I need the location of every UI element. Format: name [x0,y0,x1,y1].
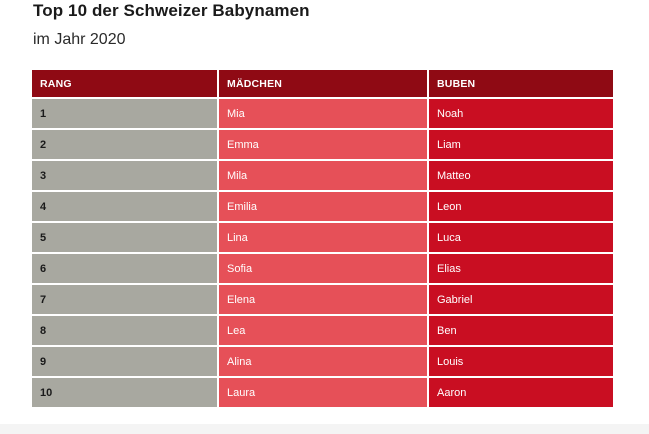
girl-name-cell: Laura [218,377,429,409]
girl-name-cell: Mila [218,160,429,192]
rank-cell: 9 [32,346,219,378]
rank-cell: 2 [32,129,219,161]
column-header-rank: RANG [32,70,219,99]
boy-name-cell: Ben [428,315,613,347]
boy-name-cell: Elias [428,253,613,285]
table-row: 4 Emilia Leon [32,191,613,223]
boy-name-cell: Luca [428,222,613,254]
girl-name-cell: Elena [218,284,429,316]
boy-name-cell: Leon [428,191,613,223]
table-header-row: RANG MÄDCHEN BUBEN [32,70,613,99]
table-row: 6 Sofia Elias [32,253,613,285]
table-row: 1 Mia Noah [32,98,613,130]
column-header-girls: MÄDCHEN [218,70,429,99]
girl-name-cell: Lina [218,222,429,254]
girl-name-cell: Mia [218,98,429,130]
boy-name-cell: Aaron [428,377,613,409]
rank-cell: 3 [32,160,219,192]
rank-cell: 5 [32,222,219,254]
babynames-table: RANG MÄDCHEN BUBEN 1 Mia Noah 2 Emma Lia… [32,70,613,409]
girl-name-cell: Emilia [218,191,429,223]
rank-cell: 4 [32,191,219,223]
boy-name-cell: Gabriel [428,284,613,316]
rank-cell: 10 [32,377,219,409]
rank-cell: 8 [32,315,219,347]
boy-name-cell: Matteo [428,160,613,192]
page-subtitle: im Jahr 2020 [33,31,126,48]
boy-name-cell: Liam [428,129,613,161]
girl-name-cell: Lea [218,315,429,347]
table-row: 9 Alina Louis [32,346,613,378]
table-row: 7 Elena Gabriel [32,284,613,316]
girl-name-cell: Emma [218,129,429,161]
table-row: 3 Mila Matteo [32,160,613,192]
girl-name-cell: Alina [218,346,429,378]
table-row: 2 Emma Liam [32,129,613,161]
table-row: 10 Laura Aaron [32,377,613,409]
table-row: 8 Lea Ben [32,315,613,347]
table-row: 5 Lina Luca [32,222,613,254]
boy-name-cell: Noah [428,98,613,130]
rank-cell: 1 [32,98,219,130]
rank-cell: 7 [32,284,219,316]
bottom-divider [0,424,649,434]
page-title: Top 10 der Schweizer Babynamen [33,1,310,20]
column-header-boys: BUBEN [428,70,613,99]
girl-name-cell: Sofia [218,253,429,285]
rank-cell: 6 [32,253,219,285]
boy-name-cell: Louis [428,346,613,378]
